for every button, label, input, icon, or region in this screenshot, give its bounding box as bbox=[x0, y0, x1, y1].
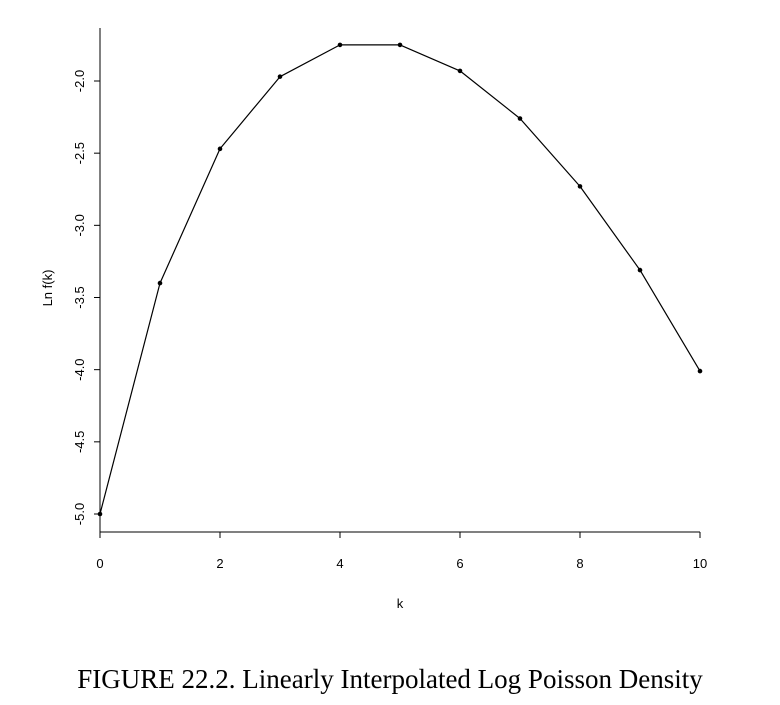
y-tick-label: -2.0 bbox=[72, 70, 87, 92]
chart-axes bbox=[94, 28, 701, 538]
data-point bbox=[97, 511, 103, 517]
chart-series bbox=[97, 42, 703, 517]
tick-labels: 0 2 4 6 8 10 -2.0 -2.5 -3.0 -3.5 -4.0 -4.5 -5.0 bbox=[72, 70, 707, 571]
y-axis-label: Ln f(k) bbox=[40, 270, 55, 307]
y-tick-label: -5.0 bbox=[72, 503, 87, 525]
figure-caption: FIGURE 22.2. Linearly Interpolated Log P… bbox=[77, 664, 703, 694]
data-point bbox=[157, 280, 163, 286]
y-tick-label: -4.5 bbox=[72, 431, 87, 453]
y-tick-label: -3.0 bbox=[72, 214, 87, 236]
data-point bbox=[517, 116, 523, 121]
data-point bbox=[697, 368, 703, 374]
x-tick-label: 0 bbox=[96, 556, 103, 571]
y-tick-label: -4.0 bbox=[72, 358, 87, 380]
y-tick-label: -3.5 bbox=[72, 286, 87, 308]
data-point bbox=[577, 184, 583, 189]
x-tick-label: 6 bbox=[456, 556, 463, 571]
x-tick-label: 10 bbox=[693, 556, 707, 571]
x-tick-label: 2 bbox=[216, 556, 223, 571]
y-tick-label: -2.5 bbox=[72, 142, 87, 164]
data-point bbox=[337, 42, 343, 48]
x-axis-label: k bbox=[397, 596, 404, 611]
series-line bbox=[99, 44, 701, 515]
x-tick-label: 4 bbox=[336, 556, 343, 571]
x-tick-label: 8 bbox=[576, 556, 583, 571]
data-point bbox=[397, 42, 403, 48]
data-point bbox=[457, 68, 463, 74]
data-point bbox=[217, 146, 223, 152]
data-point bbox=[637, 267, 643, 273]
data-point bbox=[277, 74, 283, 79]
log-poisson-chart: 0 2 4 6 8 10 -2.0 -2.5 -3.0 -3.5 -4.0 -4.5 -5.0 k Ln… bbox=[40, 28, 707, 611]
